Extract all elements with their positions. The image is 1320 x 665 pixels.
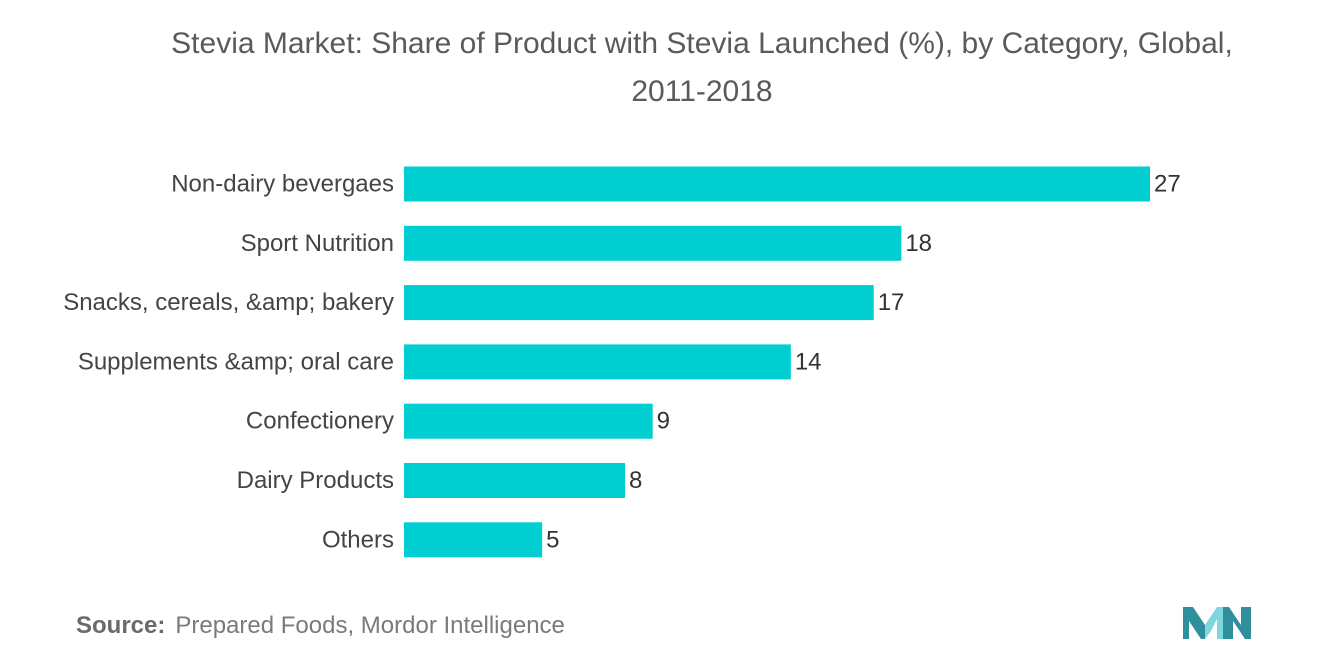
category-label: Snacks, cereals, &amp; bakery <box>63 289 394 316</box>
data-label: 27 <box>1154 171 1181 198</box>
data-label: 8 <box>629 467 642 494</box>
category-label: Sport Nutrition <box>241 230 394 257</box>
bar <box>404 463 626 498</box>
bar <box>404 225 902 261</box>
category-label: Dairy Products <box>237 467 394 494</box>
logo-middle-stroke <box>1205 607 1223 639</box>
category-label: Non-dairy bevergaes <box>171 171 394 198</box>
category-label: Others <box>322 526 394 553</box>
bar <box>404 285 874 321</box>
category-label: Supplements &amp; oral care <box>78 348 394 375</box>
data-label: 9 <box>657 408 670 435</box>
source-label: Source: <box>76 612 166 639</box>
data-label: 18 <box>905 230 932 257</box>
logo-left-stroke <box>1183 607 1205 639</box>
logo-right-stroke <box>1223 607 1251 639</box>
bar <box>404 166 1150 202</box>
data-label: 17 <box>878 289 905 316</box>
bar <box>404 403 653 439</box>
source-note: Source: Prepared Foods, Mordor Intelligen… <box>76 612 565 640</box>
source-text: Prepared Foods, Mordor Intelligence <box>175 612 565 639</box>
mordor-intelligence-logo <box>1183 607 1251 639</box>
chart-title: Stevia Market: Share of Product with Ste… <box>171 27 1233 108</box>
category-label: Confectionery <box>246 408 394 435</box>
bar <box>404 522 543 558</box>
data-label: 5 <box>546 526 559 553</box>
bar <box>404 344 791 380</box>
data-label: 14 <box>795 348 822 375</box>
